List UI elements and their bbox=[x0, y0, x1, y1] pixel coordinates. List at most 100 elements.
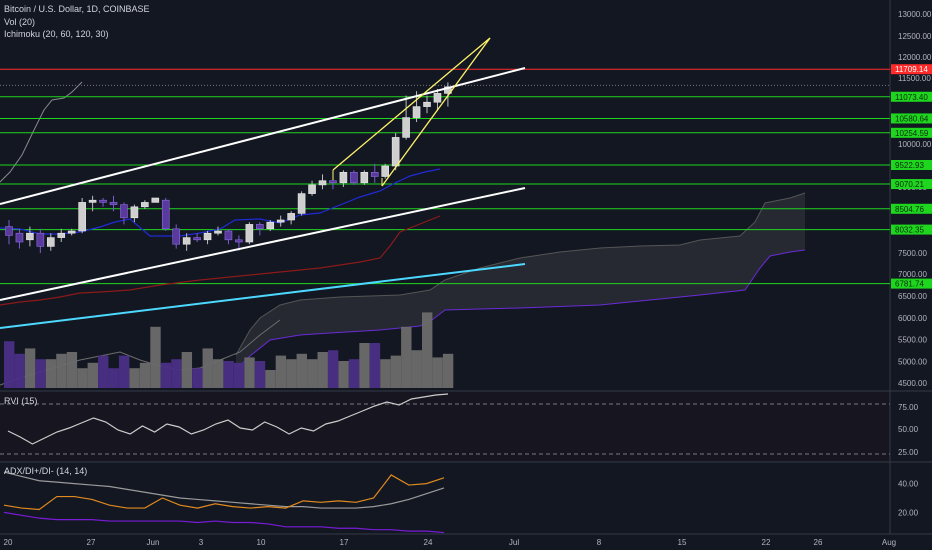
channel-lower-line bbox=[0, 187, 526, 301]
candle bbox=[67, 230, 76, 234]
candle bbox=[402, 117, 410, 138]
time-tick-label: Jul bbox=[509, 538, 519, 547]
volume-bar bbox=[108, 368, 119, 388]
level-price-label: 6781.74 bbox=[895, 280, 924, 289]
adx-series-line bbox=[3, 474, 445, 511]
level-price-box bbox=[891, 179, 932, 190]
volume-bar bbox=[98, 355, 109, 388]
vol-legend[interactable]: Vol (20) bbox=[4, 17, 36, 27]
volume-bar bbox=[286, 359, 297, 388]
candle bbox=[36, 232, 45, 247]
candle bbox=[297, 193, 306, 214]
candle bbox=[255, 224, 264, 230]
volume-bar bbox=[66, 352, 78, 388]
price-tick-label: 12000.00 bbox=[898, 53, 932, 62]
rvi-tick-label: 75.00 bbox=[898, 403, 919, 412]
time-tick-label: 10 bbox=[257, 538, 266, 547]
volume-bar bbox=[171, 359, 182, 388]
price-tick-label: 12500.00 bbox=[898, 32, 932, 41]
price-tick-label: 5500.00 bbox=[898, 336, 927, 345]
candle bbox=[224, 230, 233, 241]
wedge-upper-line bbox=[332, 37, 491, 171]
volume-bar bbox=[87, 362, 98, 388]
cloud-span-a bbox=[235, 192, 806, 356]
level-price-box bbox=[891, 113, 932, 124]
candle bbox=[423, 101, 431, 107]
volume-bar bbox=[202, 348, 213, 388]
candle bbox=[109, 202, 118, 205]
volume-bar bbox=[369, 343, 381, 388]
candle bbox=[266, 221, 275, 230]
rvi-legend[interactable]: RVI (15) bbox=[4, 396, 38, 406]
price-tick-label: 5000.00 bbox=[898, 357, 927, 366]
time-tick-label: 26 bbox=[814, 538, 823, 547]
candle bbox=[381, 165, 390, 177]
candle bbox=[350, 172, 358, 184]
candle bbox=[245, 224, 254, 243]
level-price-label: 9522.93 bbox=[895, 161, 924, 170]
adx-tick-label: 40.00 bbox=[898, 480, 919, 489]
volume-bar bbox=[118, 355, 130, 388]
price-tick-label: 7000.00 bbox=[898, 270, 927, 279]
volume-bar bbox=[213, 359, 224, 388]
time-tick-label: 27 bbox=[87, 538, 96, 547]
tenkan-line bbox=[0, 168, 441, 237]
candle bbox=[318, 180, 327, 186]
candle bbox=[15, 232, 24, 243]
rvi-tick-label: 25.00 bbox=[898, 448, 919, 457]
candle bbox=[391, 137, 400, 167]
time-tick-label: Jun bbox=[147, 538, 160, 547]
volume-bar bbox=[233, 362, 245, 388]
chikou-span bbox=[0, 81, 83, 183]
candle bbox=[214, 230, 222, 234]
level-price-label: 9070.21 bbox=[895, 180, 924, 189]
volume-bar bbox=[401, 326, 412, 388]
level-price-label: 8032.35 bbox=[895, 226, 924, 235]
volume-bar bbox=[35, 359, 46, 388]
ichimoku-legend[interactable]: Ichimoku (20, 60, 120, 30) bbox=[4, 29, 109, 39]
time-tick-label: 15 bbox=[678, 538, 687, 547]
level-price-label: 11073.40 bbox=[895, 93, 928, 102]
volume-bar bbox=[4, 341, 15, 388]
candle bbox=[276, 219, 285, 223]
symbol-legend[interactable]: Bitcoin / U.S. Dollar, 1D, COINBASE bbox=[4, 4, 150, 14]
level-price-box bbox=[891, 278, 932, 289]
level-price-label: 11709.14 bbox=[895, 65, 928, 74]
volume-bar bbox=[14, 353, 25, 388]
volume-bar bbox=[181, 352, 193, 388]
time-tick-label: 8 bbox=[597, 538, 602, 547]
cloud-span-b bbox=[235, 249, 806, 371]
level-price-box bbox=[891, 159, 932, 170]
volume-bar bbox=[45, 359, 57, 388]
candle bbox=[141, 202, 149, 208]
volume-bar bbox=[254, 361, 266, 388]
time-tick-label: 3 bbox=[199, 538, 204, 547]
time-tick-label: 22 bbox=[762, 538, 771, 547]
level-price-box bbox=[891, 64, 932, 75]
volume-bar bbox=[139, 362, 151, 388]
candle bbox=[182, 237, 191, 245]
cyan-trend-line bbox=[0, 263, 526, 329]
price-tick-label: 11500.00 bbox=[898, 74, 931, 83]
volume-bar bbox=[265, 370, 276, 388]
volume-bar bbox=[223, 361, 234, 388]
adx-legend[interactable]: ADX/DI+/DI- (14, 14) bbox=[4, 466, 88, 476]
candle bbox=[172, 228, 180, 245]
price-tick-label: 10000.00 bbox=[898, 140, 932, 149]
candle bbox=[360, 172, 369, 184]
candle bbox=[78, 202, 86, 232]
rvi-tick-label: 50.00 bbox=[898, 425, 919, 434]
candle bbox=[308, 184, 316, 194]
volume-bar bbox=[338, 361, 349, 388]
volume-bar bbox=[24, 348, 36, 388]
price-tick-label: 6000.00 bbox=[898, 314, 927, 323]
volume-bar bbox=[422, 312, 433, 388]
level-price-box bbox=[891, 127, 932, 138]
candle bbox=[57, 232, 66, 238]
volume-bar bbox=[432, 357, 443, 388]
adx-pane-bg bbox=[0, 462, 890, 534]
level-price-box bbox=[891, 91, 932, 102]
candle bbox=[339, 172, 348, 184]
adx-series-line bbox=[3, 471, 445, 509]
